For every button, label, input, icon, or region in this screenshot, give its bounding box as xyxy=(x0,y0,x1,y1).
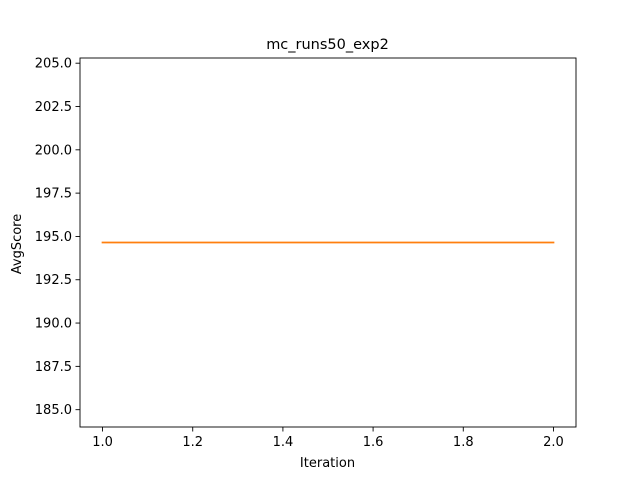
y-tick-label: 197.5 xyxy=(35,187,72,202)
y-axis-label: AvgScore xyxy=(10,214,25,275)
y-tick-label: 190.0 xyxy=(35,317,72,332)
y-axis-ticks: 185.0 187.5 190.0 192.5 195.0 197.5 200.0 202.5… xyxy=(35,57,80,418)
y-tick-label: 195.0 xyxy=(35,230,72,245)
y-tick-label: 202.5 xyxy=(35,100,72,115)
x-tick-label: 1.8 xyxy=(453,435,474,450)
y-tick-label: 187.5 xyxy=(35,360,72,375)
x-tick-label: 1.6 xyxy=(363,435,384,450)
plot-frame xyxy=(79,57,577,428)
x-axis-ticks: 1.0 1.2 1.4 1.6 1.8 2.0 xyxy=(92,427,564,450)
chart-title: mc_runs50_exp2 xyxy=(266,37,389,53)
x-axis-label: Iteration xyxy=(300,456,355,471)
x-tick-label: 1.2 xyxy=(182,435,203,450)
x-tick-label: 1.4 xyxy=(273,435,294,450)
y-tick-label: 185.0 xyxy=(35,403,72,418)
y-tick-label: 205.0 xyxy=(35,57,72,72)
x-tick-label: 1.0 xyxy=(92,435,113,450)
x-tick-label: 2.0 xyxy=(543,435,564,450)
y-tick-label: 192.5 xyxy=(35,273,72,288)
y-tick-label: 200.0 xyxy=(35,143,72,158)
